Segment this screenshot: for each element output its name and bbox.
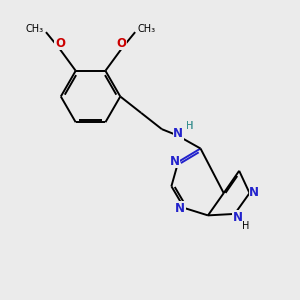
Text: H: H [186, 121, 193, 130]
Text: CH₃: CH₃ [26, 24, 44, 34]
Text: N: N [173, 127, 183, 140]
Text: H: H [242, 221, 250, 231]
Text: CH₃: CH₃ [137, 24, 155, 34]
Text: N: N [175, 202, 185, 215]
Text: N: N [249, 186, 259, 199]
Text: N: N [170, 155, 180, 168]
Text: N: N [173, 127, 183, 140]
Text: O: O [55, 37, 65, 50]
Text: O: O [116, 37, 126, 50]
Text: H: H [186, 121, 193, 130]
Text: N: N [233, 211, 243, 224]
